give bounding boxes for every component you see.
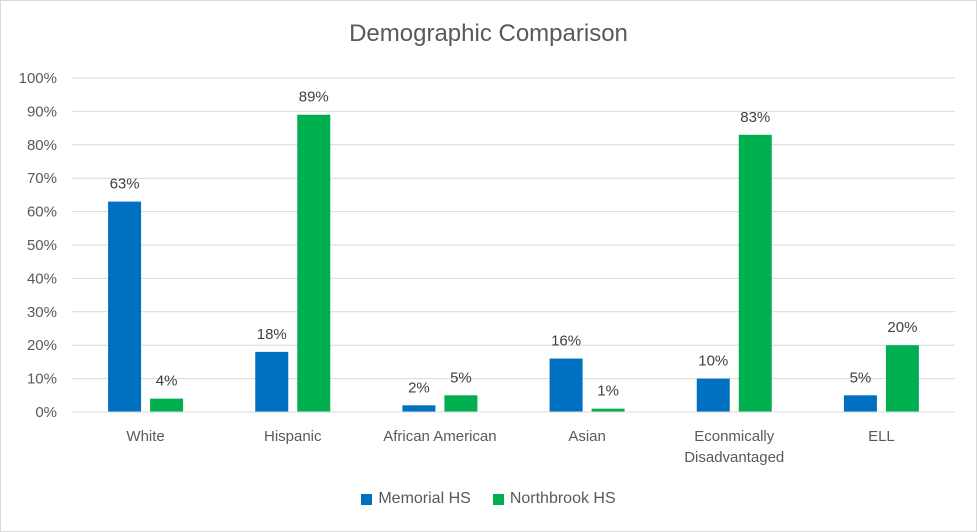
y-tick-label: 70% bbox=[27, 170, 57, 187]
bar-memorial bbox=[549, 358, 583, 412]
legend-swatch-northbrook bbox=[492, 493, 504, 505]
bar-northbrook bbox=[591, 408, 625, 412]
data-label: 2% bbox=[408, 379, 430, 396]
x-tick-label: Asian bbox=[568, 428, 606, 445]
y-tick-label: 60% bbox=[27, 204, 57, 221]
x-tick-label: Disadvantaged bbox=[684, 449, 784, 466]
legend-swatch-memorial bbox=[361, 493, 373, 505]
x-tick-label: ELL bbox=[868, 428, 895, 445]
bar-memorial bbox=[696, 378, 730, 412]
chart-title: Demographic Comparison bbox=[349, 20, 628, 47]
y-tick-label: 10% bbox=[27, 371, 57, 388]
y-tick-label: 90% bbox=[27, 103, 57, 120]
data-label: 5% bbox=[450, 369, 472, 386]
data-label: 4% bbox=[156, 373, 178, 390]
data-label: 83% bbox=[740, 109, 770, 126]
data-label: 10% bbox=[698, 353, 728, 370]
y-tick-label: 100% bbox=[19, 70, 57, 87]
bar-northbrook bbox=[738, 134, 772, 412]
bar-northbrook bbox=[885, 345, 919, 412]
x-tick-label: Hispanic bbox=[264, 428, 322, 445]
data-label: 5% bbox=[850, 369, 872, 386]
bar-memorial bbox=[843, 395, 877, 412]
x-tick-label: African American bbox=[383, 428, 496, 445]
y-tick-label: 30% bbox=[27, 304, 57, 321]
data-label: 1% bbox=[597, 383, 619, 400]
legend-label-memorial: Memorial HS bbox=[378, 490, 471, 507]
legend-item-memorial: Memorial HS bbox=[361, 490, 471, 508]
legend-item-northbrook: Northbrook HS bbox=[492, 490, 616, 508]
bar-northbrook bbox=[444, 395, 478, 412]
bar-northbrook bbox=[297, 114, 331, 413]
bar-memorial bbox=[402, 405, 436, 412]
x-tick-label: White bbox=[126, 428, 164, 445]
y-tick-label: 0% bbox=[35, 404, 57, 421]
bar-northbrook bbox=[150, 398, 184, 412]
data-label: 18% bbox=[257, 326, 287, 343]
legend: Memorial HS Northbrook HS bbox=[0, 490, 977, 508]
y-tick-label: 80% bbox=[27, 137, 57, 154]
data-label: 89% bbox=[299, 89, 329, 106]
bar-memorial bbox=[255, 351, 289, 412]
y-tick-label: 50% bbox=[27, 237, 57, 254]
data-label: 63% bbox=[110, 176, 140, 193]
data-label: 20% bbox=[887, 319, 917, 336]
y-tick-label: 20% bbox=[27, 337, 57, 354]
y-tick-label: 40% bbox=[27, 270, 57, 287]
bar-memorial bbox=[108, 201, 142, 412]
x-tick-label: Econmically bbox=[694, 428, 775, 445]
legend-label-northbrook: Northbrook HS bbox=[509, 490, 616, 507]
data-label: 16% bbox=[551, 333, 581, 350]
